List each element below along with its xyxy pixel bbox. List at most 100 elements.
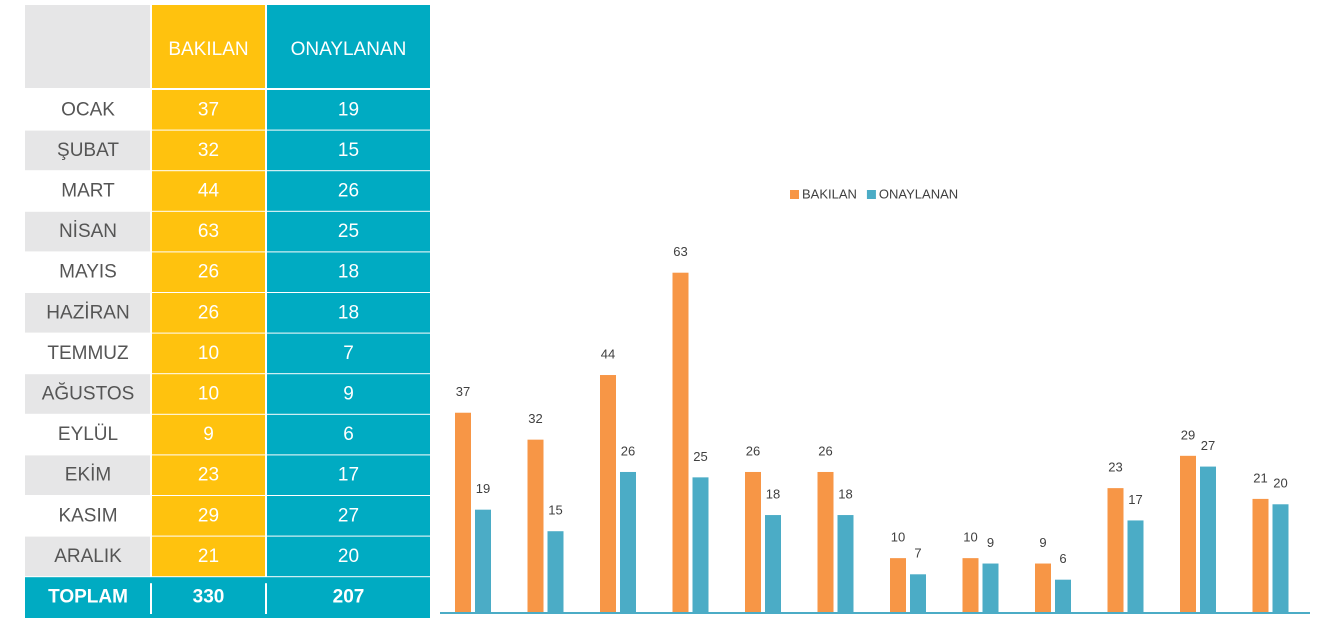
value-label: 17 bbox=[1128, 492, 1142, 507]
bar bbox=[527, 439, 544, 612]
cell-value: 26 bbox=[198, 302, 219, 323]
cell-value: 25 bbox=[338, 221, 359, 242]
row-label: HAZİRAN bbox=[46, 302, 129, 323]
cell-value: 19 bbox=[338, 99, 359, 120]
cell-bg bbox=[152, 90, 265, 130]
total-label: TOPLAM bbox=[48, 587, 128, 608]
bar bbox=[692, 477, 709, 612]
bar bbox=[910, 574, 926, 612]
row-label-bg bbox=[25, 536, 150, 577]
cell-value: 9 bbox=[203, 424, 214, 445]
bar bbox=[620, 471, 636, 612]
bar bbox=[765, 515, 781, 612]
value-label: 20 bbox=[1273, 476, 1287, 491]
total-value: 207 bbox=[333, 587, 365, 608]
cell-bg bbox=[267, 536, 430, 577]
bar bbox=[455, 412, 471, 612]
cell-bg bbox=[267, 293, 430, 333]
cell-value: 21 bbox=[198, 546, 219, 567]
cell-value: 44 bbox=[198, 181, 220, 202]
value-label: 26 bbox=[746, 443, 760, 458]
cell-value: 10 bbox=[198, 384, 219, 405]
bar bbox=[1180, 455, 1196, 612]
bar bbox=[547, 531, 564, 612]
cell-value: 15 bbox=[338, 140, 359, 161]
value-label: 18 bbox=[766, 486, 780, 501]
bar bbox=[890, 558, 906, 612]
row-label: AĞUSTOS bbox=[42, 383, 135, 405]
value-label: 7 bbox=[914, 546, 921, 561]
legend-swatch bbox=[790, 190, 799, 199]
value-label: 26 bbox=[818, 443, 832, 458]
bar bbox=[745, 471, 761, 612]
row-label-bg bbox=[25, 211, 150, 252]
value-label: 6 bbox=[1059, 551, 1066, 566]
legend-swatch bbox=[866, 190, 876, 199]
bar bbox=[600, 375, 616, 612]
value-label: 37 bbox=[456, 384, 470, 399]
value-label: 19 bbox=[476, 481, 490, 496]
value-label: 10 bbox=[891, 530, 905, 545]
cell-bg bbox=[152, 333, 265, 374]
cell-bg bbox=[152, 455, 265, 495]
header-corner bbox=[25, 5, 150, 88]
value-label: 21 bbox=[1253, 470, 1267, 485]
row-label: KASIM bbox=[58, 505, 117, 526]
cell-bg bbox=[152, 414, 265, 455]
value-label: 32 bbox=[528, 411, 542, 426]
bar bbox=[837, 515, 854, 612]
bar bbox=[1035, 563, 1051, 612]
row-label: MART bbox=[61, 181, 115, 202]
value-label: 26 bbox=[621, 443, 635, 458]
bar bbox=[962, 558, 979, 612]
bar bbox=[672, 272, 689, 612]
cell-bg bbox=[152, 252, 265, 292]
cell-bg bbox=[152, 496, 265, 536]
row-label-bg bbox=[25, 455, 150, 495]
total-bg bbox=[25, 577, 430, 618]
value-label: 29 bbox=[1181, 427, 1195, 442]
bar bbox=[1127, 520, 1144, 612]
cell-bg bbox=[267, 374, 430, 414]
cell-bg bbox=[152, 211, 265, 252]
cell-bg bbox=[152, 130, 265, 171]
cell-value: 23 bbox=[198, 465, 219, 486]
total-value: 330 bbox=[193, 587, 225, 608]
row-label: EYLÜL bbox=[58, 424, 118, 445]
cell-bg bbox=[152, 374, 265, 414]
cell-value: 17 bbox=[338, 465, 359, 486]
value-label: 25 bbox=[693, 449, 707, 464]
cell-value: 63 bbox=[198, 221, 219, 242]
row-label: MAYIS bbox=[59, 262, 117, 283]
cell-value: 18 bbox=[338, 262, 359, 283]
row-label: ARALIK bbox=[54, 546, 122, 567]
row-label-bg bbox=[25, 293, 150, 333]
bar bbox=[982, 563, 999, 612]
value-label: 44 bbox=[601, 346, 615, 361]
cell-value: 20 bbox=[338, 546, 359, 567]
value-label: 9 bbox=[1039, 535, 1046, 550]
cell-value: 10 bbox=[198, 343, 219, 364]
value-label: 9 bbox=[987, 535, 994, 550]
cell-bg bbox=[152, 293, 265, 333]
row-label: NİSAN bbox=[59, 221, 117, 242]
row-label-bg bbox=[25, 374, 150, 414]
cell-bg bbox=[152, 171, 265, 211]
cell-value: 26 bbox=[198, 262, 219, 283]
header-cell bbox=[267, 5, 430, 88]
value-label: 18 bbox=[838, 486, 852, 501]
cell-value: 7 bbox=[343, 343, 354, 364]
bar bbox=[1200, 466, 1216, 612]
value-label: 63 bbox=[673, 244, 687, 259]
bar bbox=[1272, 504, 1289, 612]
cell-bg bbox=[267, 414, 430, 455]
cell-bg bbox=[267, 211, 430, 252]
cell-value: 29 bbox=[198, 505, 219, 526]
row-label: EKİM bbox=[65, 465, 111, 486]
bar bbox=[1107, 488, 1124, 612]
bar bbox=[1252, 498, 1269, 612]
cell-value: 32 bbox=[198, 140, 219, 161]
legend-label: BAKILAN bbox=[802, 186, 857, 201]
cell-bg bbox=[267, 90, 430, 130]
